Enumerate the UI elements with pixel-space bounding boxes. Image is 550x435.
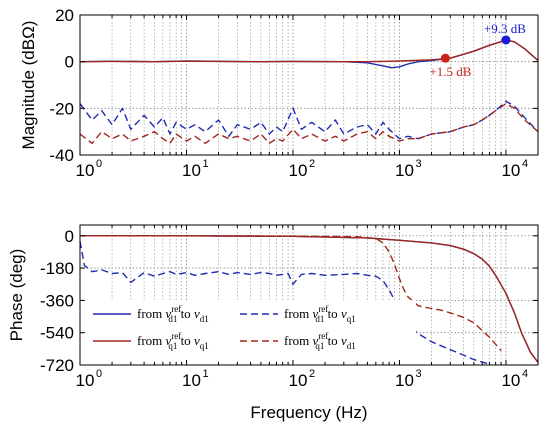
- x-tick-exponent: 1: [202, 158, 208, 170]
- x-tick-label: 10: [182, 161, 201, 180]
- magnitude-axes-frame: [79, 14, 539, 156]
- x-tick-exponent: 3: [415, 368, 421, 380]
- y-tick-label: -180: [40, 259, 74, 278]
- x-tick-exponent: 0: [96, 158, 102, 170]
- y-tick-label: -20: [49, 99, 74, 118]
- magnitude-series: [79, 39, 539, 145]
- x-tick-label: 10: [501, 161, 520, 180]
- phase-ticks: 10 0 10 1 10 2 10 3 10 40-180-360-540-720: [40, 225, 539, 390]
- y-tick-label: -720: [40, 356, 74, 375]
- series-line-dashed-2: [79, 100, 539, 140]
- legend-background: [84, 300, 416, 360]
- y-tick-label: -540: [40, 324, 74, 343]
- x-axis-label: Frequency (Hz): [250, 403, 367, 422]
- x-tick-label: 10: [289, 371, 308, 390]
- y-tick-label: 0: [65, 53, 74, 72]
- x-tick-label: 10: [395, 371, 414, 390]
- phase-y-axis-label: Phase (deg): [7, 249, 26, 342]
- y-tick-label: -40: [49, 146, 74, 165]
- phase-axes-frame: [79, 224, 539, 366]
- x-tick-exponent: 0: [96, 368, 102, 380]
- magnitude-y-axis-label: Magnitude (dBΩ): [19, 21, 38, 150]
- legend: from vref d1 to vd1 from vref d1 to vq1 from…: [84, 300, 416, 360]
- x-tick-label: 10: [289, 161, 308, 180]
- legend-entry: from vref q1 to vd1: [284, 331, 356, 351]
- series-line-solid-1: [80, 235, 539, 363]
- series-line-dashed-3: [79, 102, 539, 145]
- legend-entry: from vref d1 to vq1: [284, 304, 356, 324]
- x-tick-label: 10: [501, 371, 520, 390]
- magnitude-panel: +9.3 dB+1.5 dB 10 0 10 1 10 2 10 3 10 4200-20-40 …: [19, 6, 539, 180]
- magnitude-annotations: +9.3 dB +1.5 dB: [429, 21, 526, 79]
- series-line-dashed-3: [80, 235, 502, 352]
- annotation-marker: [440, 53, 450, 63]
- x-tick-label: 10: [76, 161, 95, 180]
- legend-entry: from vref q1 to vq1: [137, 331, 209, 351]
- x-tick-exponent: 3: [415, 158, 421, 170]
- x-tick-exponent: 2: [309, 368, 315, 380]
- y-tick-label: -360: [40, 291, 74, 310]
- x-tick-exponent: 2: [309, 158, 315, 170]
- x-tick-label: 10: [395, 161, 414, 180]
- x-tick-exponent: 4: [522, 158, 528, 170]
- series-line-solid-1: [79, 39, 539, 63]
- legend-entry: from vref d1 to vd1: [137, 304, 209, 324]
- x-tick-label: 10: [76, 371, 95, 390]
- y-tick-label: 0: [65, 227, 74, 246]
- magnitude-grid: [80, 15, 538, 155]
- annotation-marker: [501, 35, 511, 45]
- annotation-label: +9.3 dB: [484, 21, 526, 36]
- phase-panel: from vref d1 to vd1 from vref d1 to vq1 from…: [7, 224, 539, 422]
- x-tick-label: 10: [182, 371, 201, 390]
- x-tick-exponent: 1: [202, 368, 208, 380]
- y-tick-label: 20: [55, 6, 74, 25]
- annotation-label: +1.5 dB: [429, 64, 471, 79]
- x-tick-exponent: 4: [522, 368, 528, 380]
